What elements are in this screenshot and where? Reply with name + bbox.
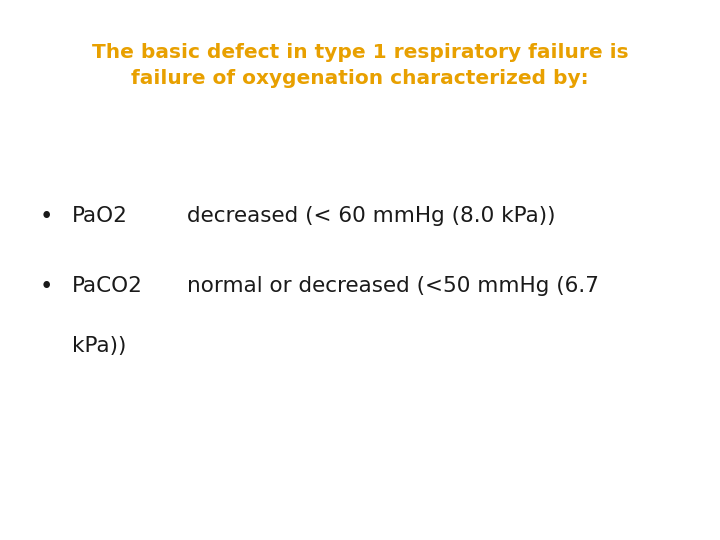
Text: •: •	[40, 205, 53, 227]
Text: •: •	[40, 275, 53, 298]
Text: PaCO2: PaCO2	[72, 276, 143, 296]
Text: The basic defect in type 1 respiratory failure is
failure of oxygenation charact: The basic defect in type 1 respiratory f…	[91, 43, 629, 88]
Text: PaO2: PaO2	[72, 206, 128, 226]
Text: kPa)): kPa))	[72, 335, 127, 356]
Text: normal or decreased (<50 mmHg (6.7: normal or decreased (<50 mmHg (6.7	[187, 276, 599, 296]
Text: decreased (< 60 mmHg (8.0 kPa)): decreased (< 60 mmHg (8.0 kPa))	[187, 206, 556, 226]
